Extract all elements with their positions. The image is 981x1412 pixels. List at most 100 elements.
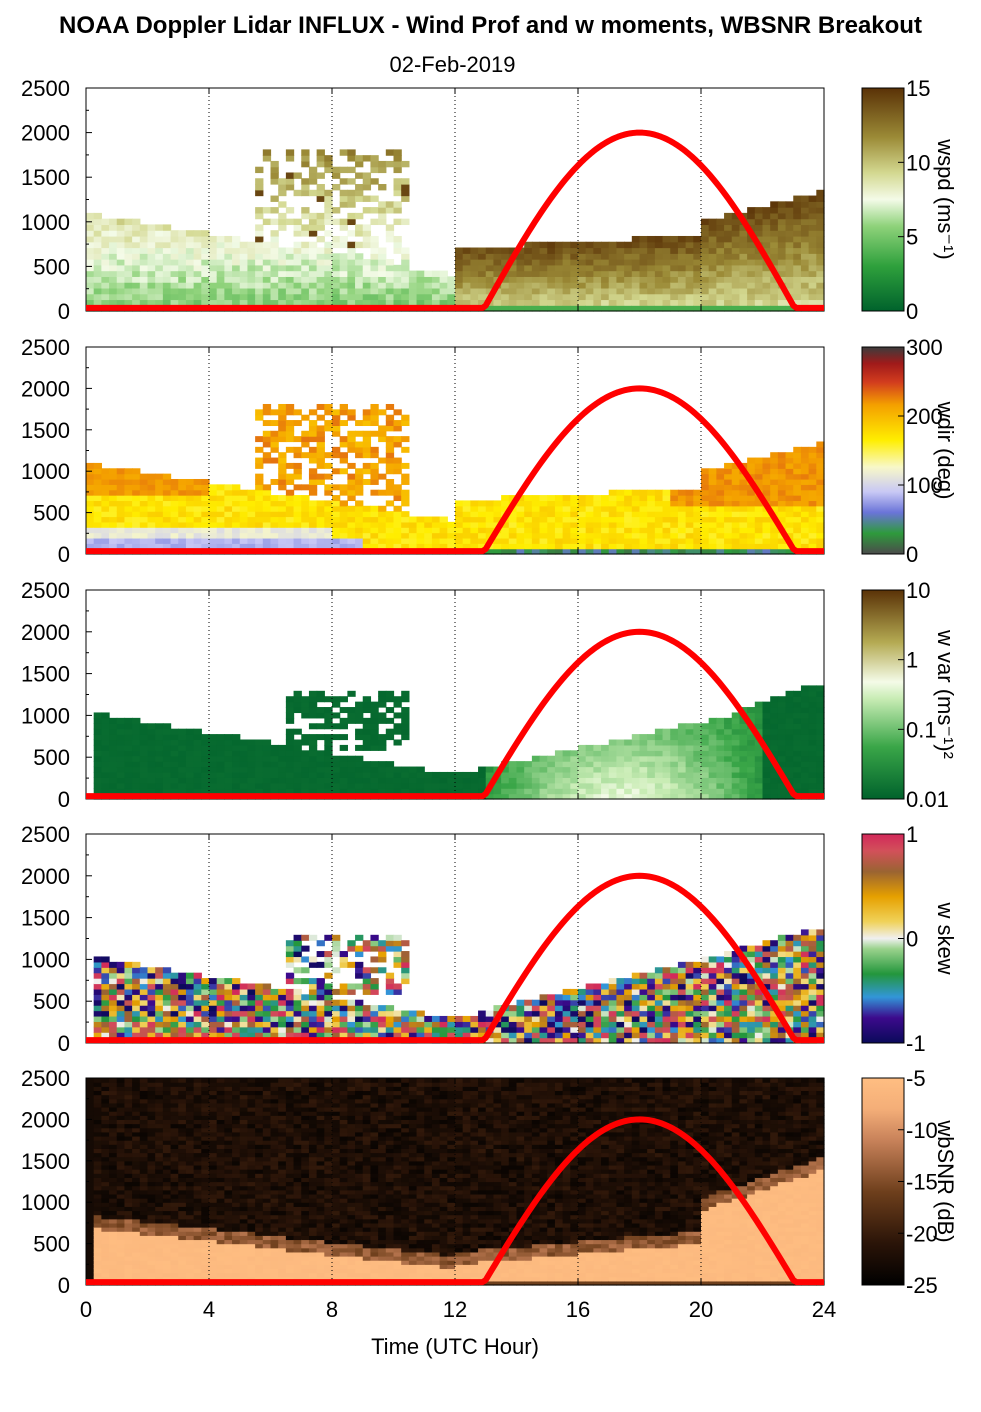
heatmap-cell <box>308 934 318 941</box>
heatmap-cell <box>209 495 218 502</box>
heatmap-cell <box>347 940 356 947</box>
heatmap-cell <box>324 420 333 427</box>
heatmap-cell <box>770 230 779 237</box>
heatmap-cell <box>662 537 671 544</box>
heatmap-cell <box>109 961 118 968</box>
heatmap-cell <box>139 241 149 249</box>
heatmap-cell <box>332 1026 341 1033</box>
heatmap-cell <box>716 241 725 249</box>
heatmap-cell <box>785 761 794 768</box>
heatmap-cell <box>185 264 195 272</box>
heatmap-cell <box>347 253 356 260</box>
heatmap-cell <box>631 532 641 539</box>
heatmap-cell <box>708 988 717 995</box>
heatmap-cell <box>316 951 325 958</box>
heatmap-cell <box>355 755 364 762</box>
heatmap-cell <box>793 717 802 724</box>
heatmap-cell <box>147 755 156 762</box>
heatmap-cell <box>578 766 587 773</box>
heatmap-cell <box>347 1010 356 1017</box>
heatmap-cell <box>770 707 779 714</box>
heatmap-cell <box>616 1032 625 1039</box>
heatmap-cell <box>385 983 395 990</box>
heatmap-cell <box>808 505 817 512</box>
heatmap-cell <box>593 516 602 523</box>
heatmap-cell <box>478 1026 487 1033</box>
heatmap-cell <box>216 495 225 502</box>
heatmap-cell <box>101 293 110 301</box>
heatmap-cell <box>301 755 310 762</box>
heatmap-cell <box>639 241 648 249</box>
heatmap-cell <box>101 967 110 974</box>
heatmap-cell <box>193 247 202 254</box>
heatmap-cell <box>739 505 748 512</box>
heatmap-cell <box>716 717 725 724</box>
heatmap-cell <box>247 777 256 784</box>
heatmap-cell <box>362 299 372 306</box>
heatmap-cell <box>731 744 741 751</box>
heatmap-cell <box>739 299 748 306</box>
heatmap-cell <box>109 1032 118 1039</box>
heatmap-cell <box>101 777 110 784</box>
heatmap-cell <box>524 543 533 550</box>
heatmap-cell <box>478 782 487 789</box>
heatmap-cell <box>800 685 810 692</box>
heatmap-cell <box>139 230 149 237</box>
heatmap-cell <box>247 516 256 523</box>
heatmap-cell <box>516 761 525 768</box>
heatmap-cell <box>293 299 302 306</box>
heatmap-cell <box>601 299 610 306</box>
heatmap-cell <box>285 707 295 714</box>
heatmap-cell <box>355 771 364 778</box>
heatmap-cell <box>478 299 487 306</box>
heatmap-cell <box>278 178 287 185</box>
heatmap-cell <box>739 516 748 523</box>
heatmap-cell <box>301 532 310 539</box>
heatmap-cell <box>770 788 779 795</box>
heatmap-cell <box>601 744 610 751</box>
heatmap-cell <box>201 744 210 751</box>
heatmap-cell <box>270 457 279 464</box>
heatmap-cell <box>332 270 341 277</box>
heatmap-cell <box>132 287 141 295</box>
heatmap-cell <box>747 505 756 512</box>
heatmap-cell <box>816 766 825 773</box>
heatmap-cell <box>147 276 156 283</box>
heatmap-cell <box>516 1010 525 1017</box>
heatmap-cell <box>816 495 825 502</box>
heatmap-cell <box>616 999 625 1006</box>
heatmap-cell <box>355 441 364 448</box>
heatmap-cell <box>670 1037 679 1044</box>
heatmap-cell <box>362 717 372 724</box>
heatmap-cell <box>147 264 156 272</box>
heatmap-cell <box>677 734 687 741</box>
heatmap-cell <box>431 270 441 277</box>
heatmap-cell <box>139 967 149 974</box>
heatmap-cell <box>224 282 233 289</box>
heatmap-cell <box>424 1021 433 1028</box>
heatmap-cell <box>708 728 717 735</box>
heatmap-cell <box>455 1021 464 1028</box>
heatmap-cell <box>808 478 817 485</box>
heatmap-cell <box>224 253 233 260</box>
heatmap-cell <box>562 264 571 272</box>
heatmap-cell <box>162 532 172 539</box>
heatmap-cell <box>539 282 548 289</box>
heatmap-cell <box>124 788 133 795</box>
heatmap-cell <box>616 293 625 301</box>
heatmap-cell <box>677 744 687 751</box>
heatmap-cell <box>355 172 364 179</box>
heatmap-cell <box>370 287 379 295</box>
heatmap-cell <box>132 235 141 243</box>
heatmap-cell <box>132 478 141 485</box>
heatmap-cell <box>332 241 341 249</box>
heatmap-cell <box>647 276 656 283</box>
heatmap-cell <box>332 282 341 289</box>
heatmap-cell <box>693 728 702 735</box>
heatmap-cell <box>355 744 364 751</box>
heatmap-cell <box>185 489 195 496</box>
heatmap-cell <box>170 247 179 254</box>
heatmap-cell <box>585 543 594 550</box>
heatmap-cell <box>201 750 210 757</box>
heatmap-cell <box>816 500 825 507</box>
